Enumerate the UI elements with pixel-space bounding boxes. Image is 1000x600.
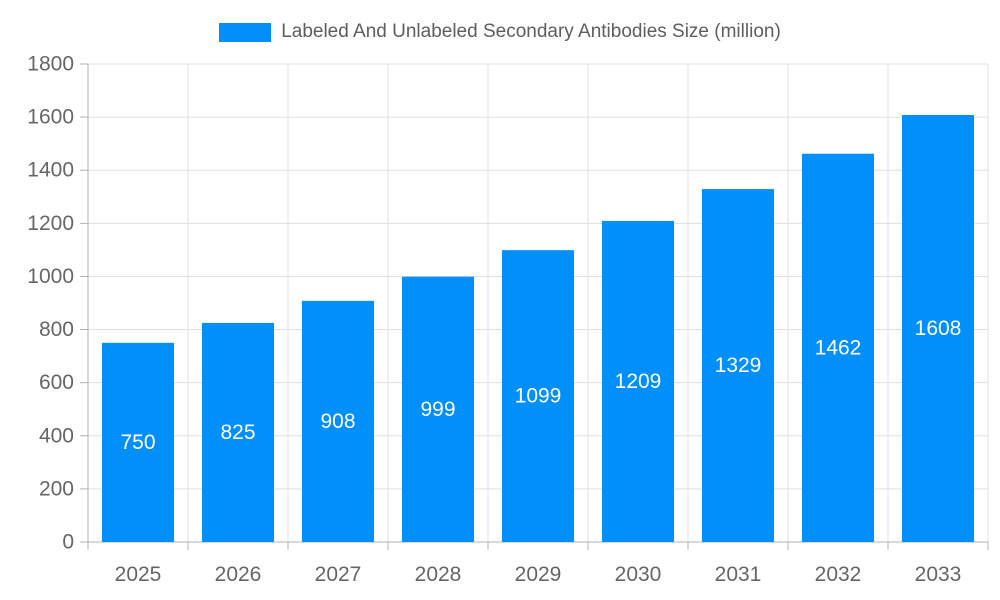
bar-2031[interactable] (702, 189, 774, 542)
bar-value-label: 908 (320, 410, 355, 433)
x-axis-tick-label: 2033 (915, 563, 962, 586)
y-axis-tick-label: 0 (62, 531, 74, 554)
x-axis-tick-label: 2029 (515, 563, 562, 586)
y-axis-tick-label: 1600 (27, 106, 74, 129)
bar-value-label: 1329 (715, 354, 762, 377)
y-axis-tick-label: 1000 (27, 265, 74, 288)
x-axis-tick-label: 2031 (715, 563, 762, 586)
bar-value-label: 1608 (915, 317, 962, 340)
x-axis-tick-label: 2030 (615, 563, 662, 586)
y-axis-tick-label: 400 (39, 424, 74, 447)
bar-2028[interactable] (402, 276, 474, 542)
legend-swatch (219, 22, 272, 42)
y-axis-tick-label: 1200 (27, 212, 74, 235)
x-axis-tick-label: 2027 (315, 563, 362, 586)
legend-item[interactable]: Labeled And Unlabeled Secondary Antibodi… (0, 21, 1000, 43)
bar-value-label: 825 (220, 421, 255, 444)
bar-2029[interactable] (502, 250, 574, 542)
x-axis-tick-label: 2028 (415, 563, 462, 586)
y-axis-tick-label: 800 (39, 318, 74, 341)
bar-2025[interactable] (102, 342, 174, 542)
x-axis-tick-label: 2025 (115, 563, 162, 586)
bar-value-label: 1462 (815, 336, 862, 359)
bar-2032[interactable] (802, 153, 874, 542)
y-axis-tick-label: 200 (39, 477, 74, 500)
bar-2033[interactable] (902, 114, 974, 542)
x-axis-tick-label: 2032 (815, 563, 862, 586)
y-axis-tick-label: 600 (39, 371, 74, 394)
bar-2030[interactable] (602, 220, 674, 542)
y-axis-tick-label: 1800 (27, 53, 74, 76)
bar-value-label: 1099 (515, 385, 562, 408)
x-axis-tick-label: 2026 (215, 563, 262, 586)
bar-value-label: 750 (120, 431, 155, 454)
bar-2027[interactable] (302, 300, 374, 542)
bar-2026[interactable] (202, 322, 274, 542)
y-axis-tick-label: 1400 (27, 159, 74, 182)
bar-value-label: 1209 (615, 370, 662, 393)
legend-label: Labeled And Unlabeled Secondary Antibodi… (281, 21, 781, 42)
bar-value-label: 999 (420, 398, 455, 421)
